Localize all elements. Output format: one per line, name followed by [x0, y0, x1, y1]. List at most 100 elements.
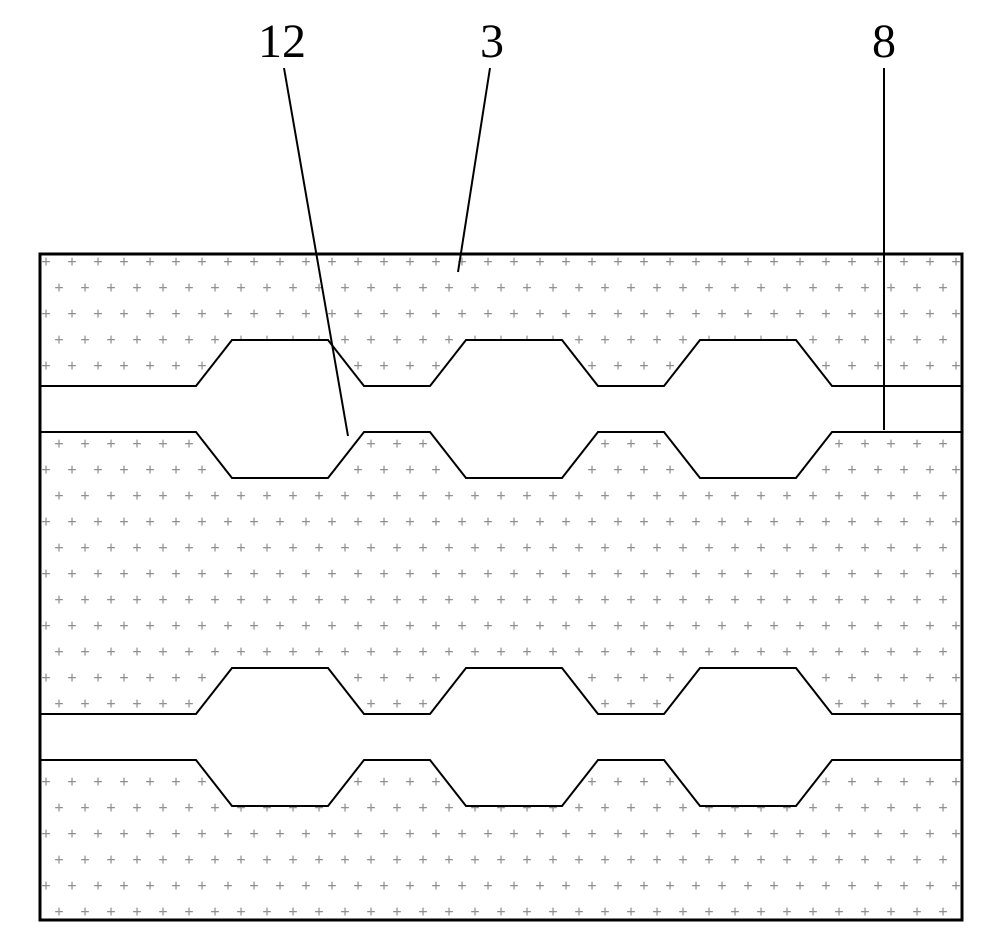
svg-text:+: +: [366, 643, 375, 661]
svg-text:+: +: [808, 279, 817, 297]
svg-text:+: +: [782, 279, 791, 297]
svg-text:+: +: [951, 565, 960, 583]
svg-text:+: +: [210, 591, 219, 609]
svg-text:+: +: [782, 591, 791, 609]
svg-text:+: +: [691, 617, 700, 635]
svg-text:+: +: [834, 643, 843, 661]
svg-text:+: +: [41, 461, 50, 479]
svg-text:+: +: [717, 617, 726, 635]
svg-text:+: +: [899, 513, 908, 531]
svg-text:+: +: [717, 877, 726, 895]
svg-text:+: +: [301, 825, 310, 843]
svg-text:+: +: [327, 305, 336, 323]
svg-text:+: +: [54, 487, 63, 505]
svg-text:+: +: [925, 773, 934, 791]
svg-text:+: +: [600, 851, 609, 869]
svg-text:+: +: [548, 279, 557, 297]
svg-text:+: +: [873, 929, 882, 936]
svg-text:+: +: [873, 669, 882, 687]
svg-text:+: +: [431, 305, 440, 323]
svg-text:+: +: [977, 825, 986, 843]
svg-text:+: +: [587, 565, 596, 583]
svg-text:+: +: [561, 305, 570, 323]
svg-text:+: +: [249, 929, 258, 936]
svg-text:+: +: [847, 825, 856, 843]
svg-text:+: +: [665, 773, 674, 791]
svg-text:+: +: [171, 929, 180, 936]
svg-text:+: +: [834, 331, 843, 349]
svg-text:+: +: [106, 591, 115, 609]
svg-text:+: +: [197, 513, 206, 531]
svg-text:+: +: [613, 513, 622, 531]
svg-text:+: +: [899, 669, 908, 687]
svg-text:+: +: [288, 279, 297, 297]
svg-text:+: +: [301, 513, 310, 531]
svg-text:+: +: [80, 851, 89, 869]
svg-text:+: +: [457, 825, 466, 843]
svg-text:+: +: [392, 279, 401, 297]
svg-text:+: +: [730, 539, 739, 557]
svg-text:+: +: [951, 669, 960, 687]
svg-text:+: +: [951, 461, 960, 479]
svg-text:+: +: [821, 617, 830, 635]
svg-text:+: +: [145, 669, 154, 687]
svg-text:+: +: [782, 487, 791, 505]
svg-text:+: +: [67, 565, 76, 583]
svg-text:+: +: [496, 643, 505, 661]
svg-text:+: +: [67, 929, 76, 936]
svg-text:+: +: [171, 877, 180, 895]
svg-text:+: +: [886, 695, 895, 713]
svg-text:+: +: [886, 487, 895, 505]
svg-text:+: +: [964, 487, 973, 505]
svg-text:+: +: [379, 305, 388, 323]
svg-text:+: +: [249, 617, 258, 635]
svg-text:+: +: [873, 773, 882, 791]
svg-text:+: +: [418, 331, 427, 349]
svg-text:+: +: [366, 331, 375, 349]
svg-text:+: +: [457, 565, 466, 583]
svg-text:+: +: [171, 305, 180, 323]
svg-text:+: +: [808, 539, 817, 557]
svg-text:+: +: [275, 877, 284, 895]
svg-text:+: +: [301, 929, 310, 936]
svg-text:+: +: [145, 357, 154, 375]
svg-text:+: +: [353, 565, 362, 583]
svg-text:+: +: [418, 539, 427, 557]
svg-text:+: +: [743, 565, 752, 583]
svg-text:+: +: [678, 643, 687, 661]
svg-text:+: +: [587, 617, 596, 635]
svg-text:+: +: [340, 903, 349, 921]
svg-text:+: +: [54, 643, 63, 661]
svg-text:+: +: [249, 565, 258, 583]
svg-text:+: +: [548, 903, 557, 921]
svg-text:+: +: [171, 513, 180, 531]
svg-text:+: +: [509, 617, 518, 635]
svg-text:+: +: [483, 825, 492, 843]
svg-text:+: +: [626, 851, 635, 869]
svg-text:+: +: [938, 799, 947, 817]
svg-text:+: +: [119, 929, 128, 936]
svg-text:+: +: [405, 877, 414, 895]
svg-text:+: +: [925, 305, 934, 323]
svg-text:+: +: [119, 825, 128, 843]
svg-text:+: +: [54, 279, 63, 297]
svg-text:+: +: [119, 565, 128, 583]
svg-text:+: +: [769, 825, 778, 843]
svg-text:+: +: [639, 513, 648, 531]
svg-text:+: +: [418, 591, 427, 609]
svg-text:+: +: [873, 357, 882, 375]
svg-text:+: +: [886, 643, 895, 661]
svg-text:+: +: [561, 565, 570, 583]
svg-text:+: +: [834, 539, 843, 557]
svg-text:+: +: [860, 591, 869, 609]
svg-text:+: +: [678, 851, 687, 869]
svg-text:+: +: [652, 591, 661, 609]
svg-text:+: +: [782, 539, 791, 557]
svg-text:+: +: [197, 669, 206, 687]
svg-text:+: +: [899, 305, 908, 323]
svg-text:+: +: [665, 513, 674, 531]
svg-text:+: +: [197, 461, 206, 479]
svg-text:+: +: [236, 591, 245, 609]
svg-text:+: +: [769, 617, 778, 635]
svg-text:+: +: [678, 487, 687, 505]
